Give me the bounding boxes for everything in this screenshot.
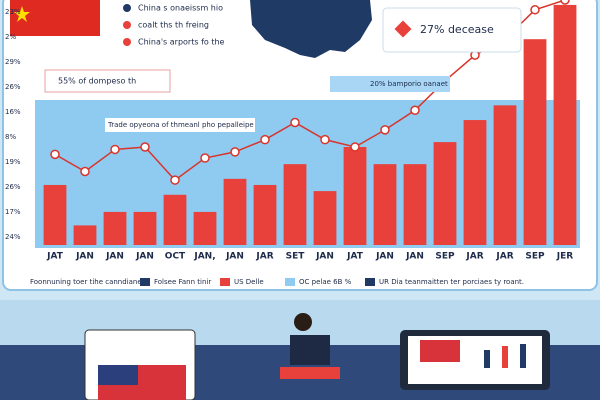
bar: [133, 211, 157, 245]
bar: [103, 211, 127, 245]
x-tick-label: JAN: [105, 252, 124, 262]
bar: [283, 164, 307, 245]
footer-legend: OC pelae 6B %: [299, 278, 352, 286]
x-tick-label: SET: [286, 252, 306, 262]
y-label: 2%: [5, 33, 16, 41]
footer-legend: UR Dia teanmaitten ter porciaes ty roant…: [379, 278, 524, 286]
bar: [553, 4, 577, 246]
line-point: [200, 153, 210, 163]
bar: [73, 225, 97, 245]
flag-star: [14, 6, 30, 22]
line-point: [380, 125, 390, 135]
y-label: 29%: [5, 58, 21, 66]
bar: [343, 147, 367, 245]
legend-swatch: [220, 278, 230, 286]
legend-dot: [123, 4, 131, 12]
bar: [463, 120, 487, 245]
legend-swatch: [140, 278, 150, 286]
y-label: 19%: [5, 158, 21, 166]
x-tick-label: SEP: [525, 252, 545, 262]
x-tick-label: JAN: [375, 252, 394, 262]
bar: [193, 211, 217, 245]
line-point: [230, 147, 240, 157]
bar: [403, 164, 427, 245]
line-point: [110, 144, 120, 155]
y-label: 23%: [5, 8, 21, 16]
legend-swatch: [365, 278, 375, 286]
x-tick-label: OCT: [165, 252, 186, 262]
person: [290, 335, 330, 365]
x-tick-label: JAN: [405, 252, 424, 262]
legend-note: China s onaeissm hio: [138, 4, 223, 13]
bar: [373, 164, 397, 245]
bar: [253, 184, 277, 245]
bar: [433, 142, 457, 245]
y-label: 26%: [5, 183, 21, 191]
line-point: [260, 134, 270, 145]
callout: 55% of dompeso th: [58, 77, 136, 86]
footer-legend: US Delle: [234, 278, 264, 286]
callout-box: [44, 69, 171, 93]
line-point: [80, 166, 90, 177]
bar: [163, 194, 187, 245]
x-tick-label: JER: [556, 252, 573, 262]
legend-swatch: [285, 278, 295, 286]
person-head: [294, 313, 312, 331]
y-label: 26%: [5, 83, 21, 91]
y-label: 24%: [5, 233, 21, 241]
x-tick-label: JAT: [46, 252, 64, 262]
line-point: [530, 5, 540, 15]
bar: [223, 178, 247, 245]
footer-legend: Folsee Fann tinir: [154, 278, 211, 286]
x-tick-label: SEP: [435, 252, 455, 262]
footer-legend: Foonnuning toer tihe canndiane: [30, 278, 142, 286]
callout-box: [330, 76, 450, 92]
legend-dot: [123, 38, 131, 46]
mini-bar: [502, 346, 508, 368]
y-label: 17%: [5, 208, 21, 216]
line-point: [50, 149, 60, 160]
scene: [84, 313, 550, 400]
callout-box: [105, 118, 255, 132]
callout: 27% decease: [420, 23, 494, 36]
line-point: [350, 142, 360, 152]
legend-note: coalt ths th freing: [138, 21, 209, 30]
us-map: [250, 0, 372, 58]
callout: 20% bamporio oanaet: [370, 80, 448, 88]
us-flag: [420, 340, 460, 362]
x-tick-label: JAN: [75, 252, 94, 262]
line-point: [320, 134, 330, 145]
line-point: [290, 117, 300, 128]
bar: [43, 184, 67, 245]
x-tick-label: JAN: [135, 252, 154, 262]
x-tick-label: JAR: [465, 252, 483, 262]
x-tick-label: JAN,: [193, 252, 215, 262]
line-point: [410, 105, 420, 115]
x-tick-label: JAN: [315, 252, 334, 262]
bar: [313, 191, 337, 245]
x-tick-label: JAR: [495, 252, 513, 262]
line-point: [170, 175, 180, 185]
paper: [280, 367, 340, 379]
mini-bar: [484, 350, 490, 368]
bar: [493, 105, 517, 245]
x-tick-label: JAR: [255, 252, 273, 262]
bar: [523, 39, 547, 246]
x-tick-label: JAN: [225, 252, 244, 262]
legend-dot: [123, 21, 131, 29]
mini-bar: [520, 344, 526, 368]
callout: Trade opyeona of thmeanl pho pepalleipe: [107, 121, 254, 129]
chart: [43, 0, 577, 246]
y-label: 8%: [5, 133, 16, 141]
x-tick-label: JAT: [346, 252, 364, 262]
callout-box: [382, 7, 522, 53]
line-point: [560, 0, 570, 5]
legend-note: China's arports fo the: [138, 38, 225, 47]
us-flag-canton: [98, 365, 138, 385]
line-point: [140, 142, 150, 152]
y-label: 16%: [5, 108, 21, 116]
